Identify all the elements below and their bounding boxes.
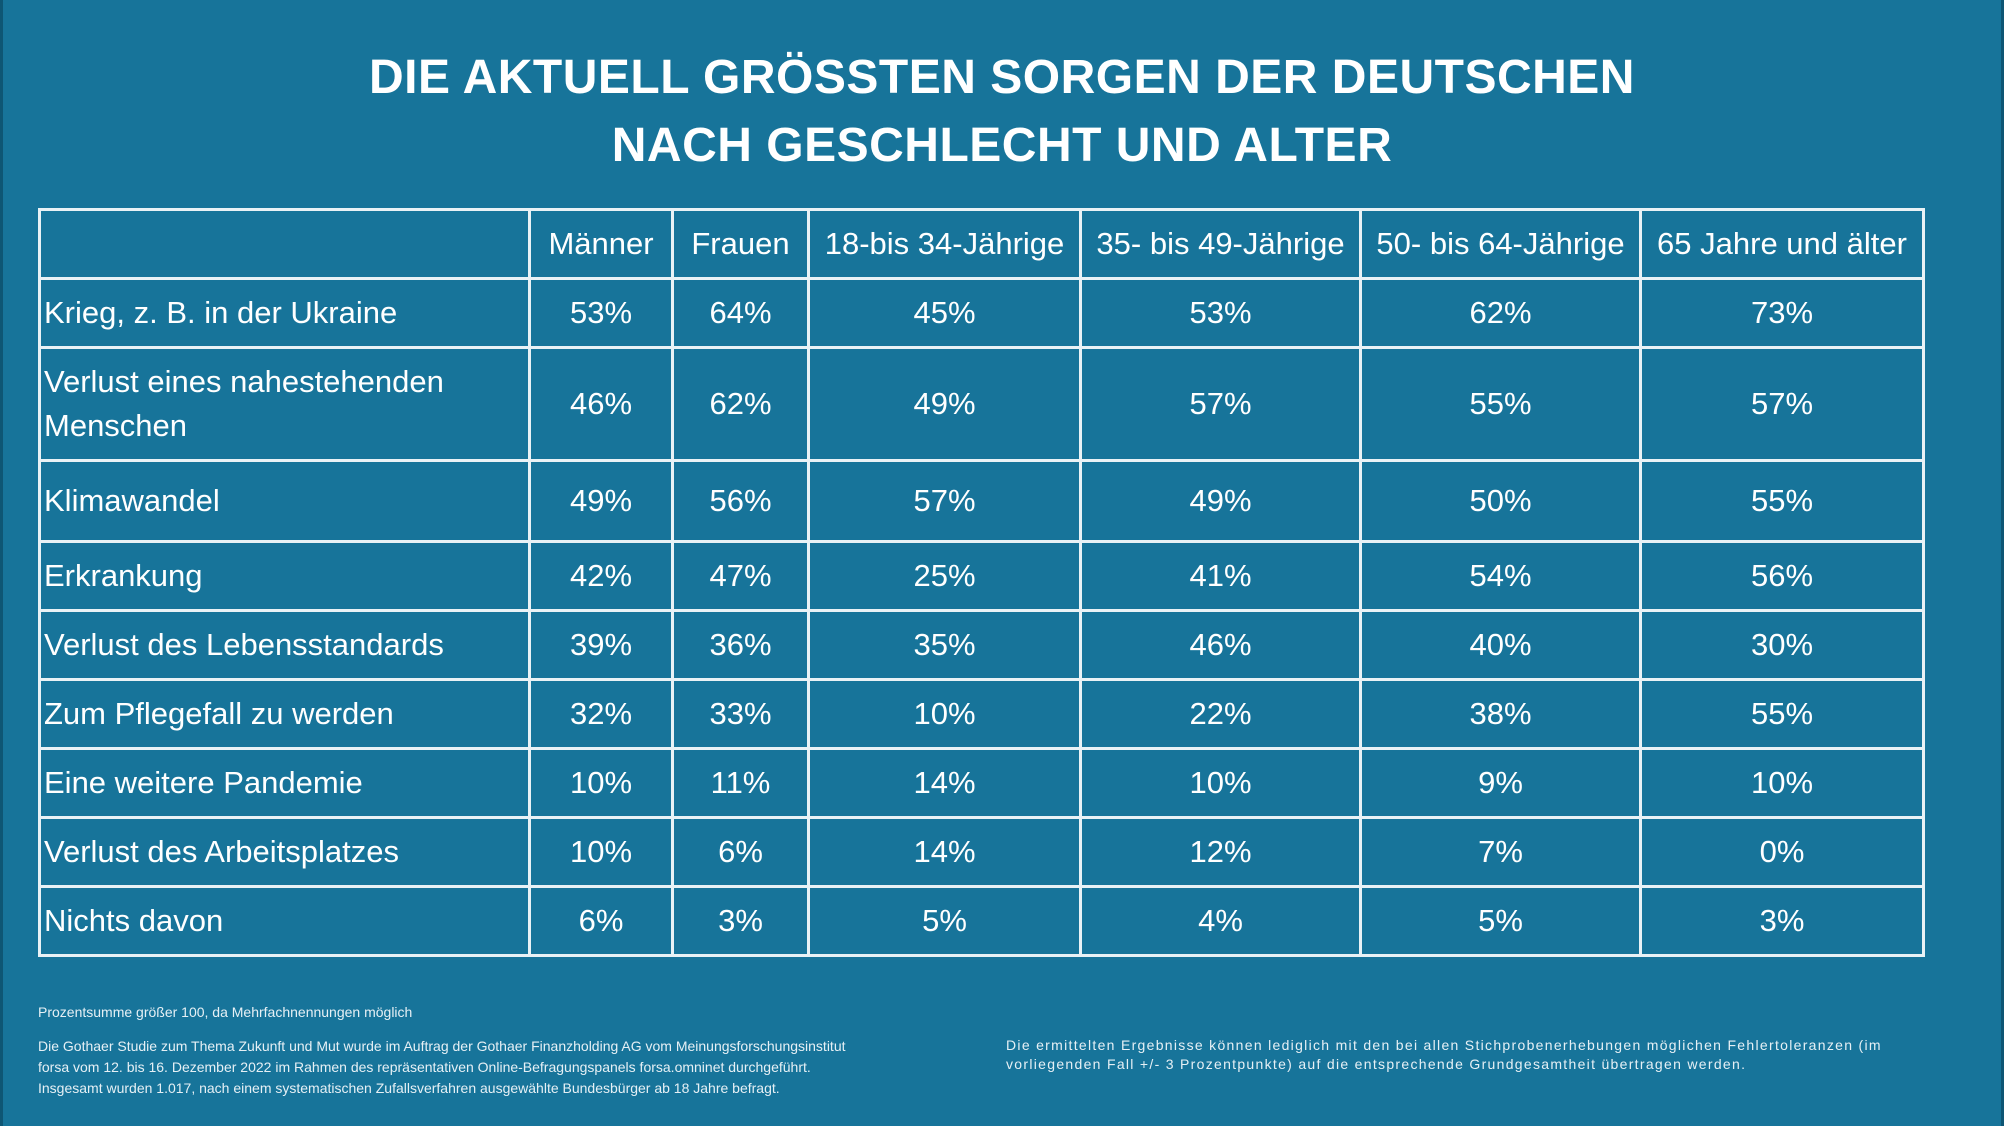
table-cell: 49% [528,459,674,543]
header-cell-maenner: Männer [528,208,674,280]
table-cell: 53% [1079,277,1362,349]
table-cell: 0% [1639,816,1925,888]
table-row: Verlust des Lebensstandards 39% 36% 35% … [38,609,1925,681]
header-cell-18-34: 18-bis 34-Jährige [807,208,1082,280]
table-cell: 40% [1359,609,1642,681]
row-label: Verlust des Arbeitsplatzes [38,816,531,888]
table-cell: 10% [528,816,674,888]
table-row: Erkrankung 42% 47% 25% 41% 54% 56% [38,540,1925,612]
table-cell: 22% [1079,678,1362,750]
table-row: Krieg, z. B. in der Ukraine 53% 64% 45% … [38,277,1925,349]
table-row: Verlust eines nahestehenden Menschen 46%… [38,346,1925,462]
table-cell: 9% [1359,747,1642,819]
table-cell: 14% [807,816,1082,888]
table-row: Eine weitere Pandemie 10% 11% 14% 10% 9%… [38,747,1925,819]
table-cell: 4% [1079,885,1362,957]
table-cell: 46% [1079,609,1362,681]
table-cell: 39% [528,609,674,681]
table-cell: 5% [1359,885,1642,957]
table-cell: 14% [807,747,1082,819]
frame-edge-left [0,0,3,1126]
table-row: Zum Pflegefall zu werden 32% 33% 10% 22%… [38,678,1925,750]
header-cell-empty [38,208,531,280]
table-cell: 56% [671,459,810,543]
row-label: Eine weitere Pandemie [38,747,531,819]
table-cell: 57% [807,459,1082,543]
table-cell: 57% [1079,346,1362,462]
table-cell: 62% [671,346,810,462]
table-cell: 53% [528,277,674,349]
table-cell: 47% [671,540,810,612]
table-cell: 42% [528,540,674,612]
study-footnote: Die Gothaer Studie zum Thema Zukunft und… [38,1036,988,1099]
header-cell-65-plus: 65 Jahre und älter [1639,208,1925,280]
table-cell: 49% [807,346,1082,462]
title-line-1: DIE AKTUELL GRÖSSTEN SORGEN DER DEUTSCHE… [369,51,1635,104]
table-cell: 7% [1359,816,1642,888]
table-cell: 36% [671,609,810,681]
table-header-row: Männer Frauen 18-bis 34-Jährige 35- bis … [38,208,1925,280]
row-label: Zum Pflegefall zu werden [38,678,531,750]
frame-edge-right [2001,0,2004,1126]
study-footnote-line: Insgesamt wurden 1.017, nach einem syste… [38,1080,780,1096]
table-cell: 41% [1079,540,1362,612]
table-cell: 45% [807,277,1082,349]
row-label: Erkrankung [38,540,531,612]
table-cell: 6% [528,885,674,957]
table-cell: 49% [1079,459,1362,543]
concerns-table: Männer Frauen 18-bis 34-Jährige 35- bis … [38,208,1925,957]
table-cell: 6% [671,816,810,888]
title-line-2: NACH GESCHLECHT UND ALTER [611,119,1393,172]
table-cell: 62% [1359,277,1642,349]
table-cell: 50% [1359,459,1642,543]
table-cell: 33% [671,678,810,750]
table-cell: 25% [807,540,1082,612]
table-cell: 32% [528,678,674,750]
table-cell: 10% [528,747,674,819]
header-cell-frauen: Frauen [671,208,810,280]
table-cell: 55% [1639,678,1925,750]
table-cell: 57% [1639,346,1925,462]
row-label: Verlust eines nahestehenden Menschen [38,346,531,462]
table-cell: 30% [1639,609,1925,681]
table-cell: 55% [1639,459,1925,543]
table-cell: 54% [1359,540,1642,612]
tolerance-footnote: Die ermittelten Ergebnisse können ledigl… [1006,1037,1882,1072]
table-cell: 3% [1639,885,1925,957]
table-cell: 35% [807,609,1082,681]
table-cell: 10% [807,678,1082,750]
study-footnote-line: Die Gothaer Studie zum Thema Zukunft und… [38,1038,846,1054]
table-cell: 73% [1639,277,1925,349]
table-row: Nichts davon 6% 3% 5% 4% 5% 3% [38,885,1925,957]
table-cell: 38% [1359,678,1642,750]
table-row: Verlust des Arbeitsplatzes 10% 6% 14% 12… [38,816,1925,888]
study-footnote-line: forsa vom 12. bis 16. Dezember 2022 im R… [38,1059,811,1075]
page-title: DIE AKTUELL GRÖSSTEN SORGEN DER DEUTSCHE… [0,44,2004,180]
table-cell: 5% [807,885,1082,957]
row-label: Krieg, z. B. in der Ukraine [38,277,531,349]
table-cell: 11% [671,747,810,819]
header-cell-35-49: 35- bis 49-Jährige [1079,208,1362,280]
header-cell-50-64: 50- bis 64-Jährige [1359,208,1642,280]
table-cell: 3% [671,885,810,957]
table-cell: 64% [671,277,810,349]
percent-footnote: Prozentsumme größer 100, da Mehrfachnenn… [38,1004,413,1020]
row-label: Nichts davon [38,885,531,957]
table-cell: 10% [1079,747,1362,819]
table-cell: 56% [1639,540,1925,612]
row-label: Klimawandel [38,459,531,543]
table-cell: 10% [1639,747,1925,819]
table-cell: 55% [1359,346,1642,462]
table-cell: 12% [1079,816,1362,888]
table-cell: 46% [528,346,674,462]
table-row: Klimawandel 49% 56% 57% 49% 50% 55% [38,459,1925,543]
row-label: Verlust des Lebensstandards [38,609,531,681]
